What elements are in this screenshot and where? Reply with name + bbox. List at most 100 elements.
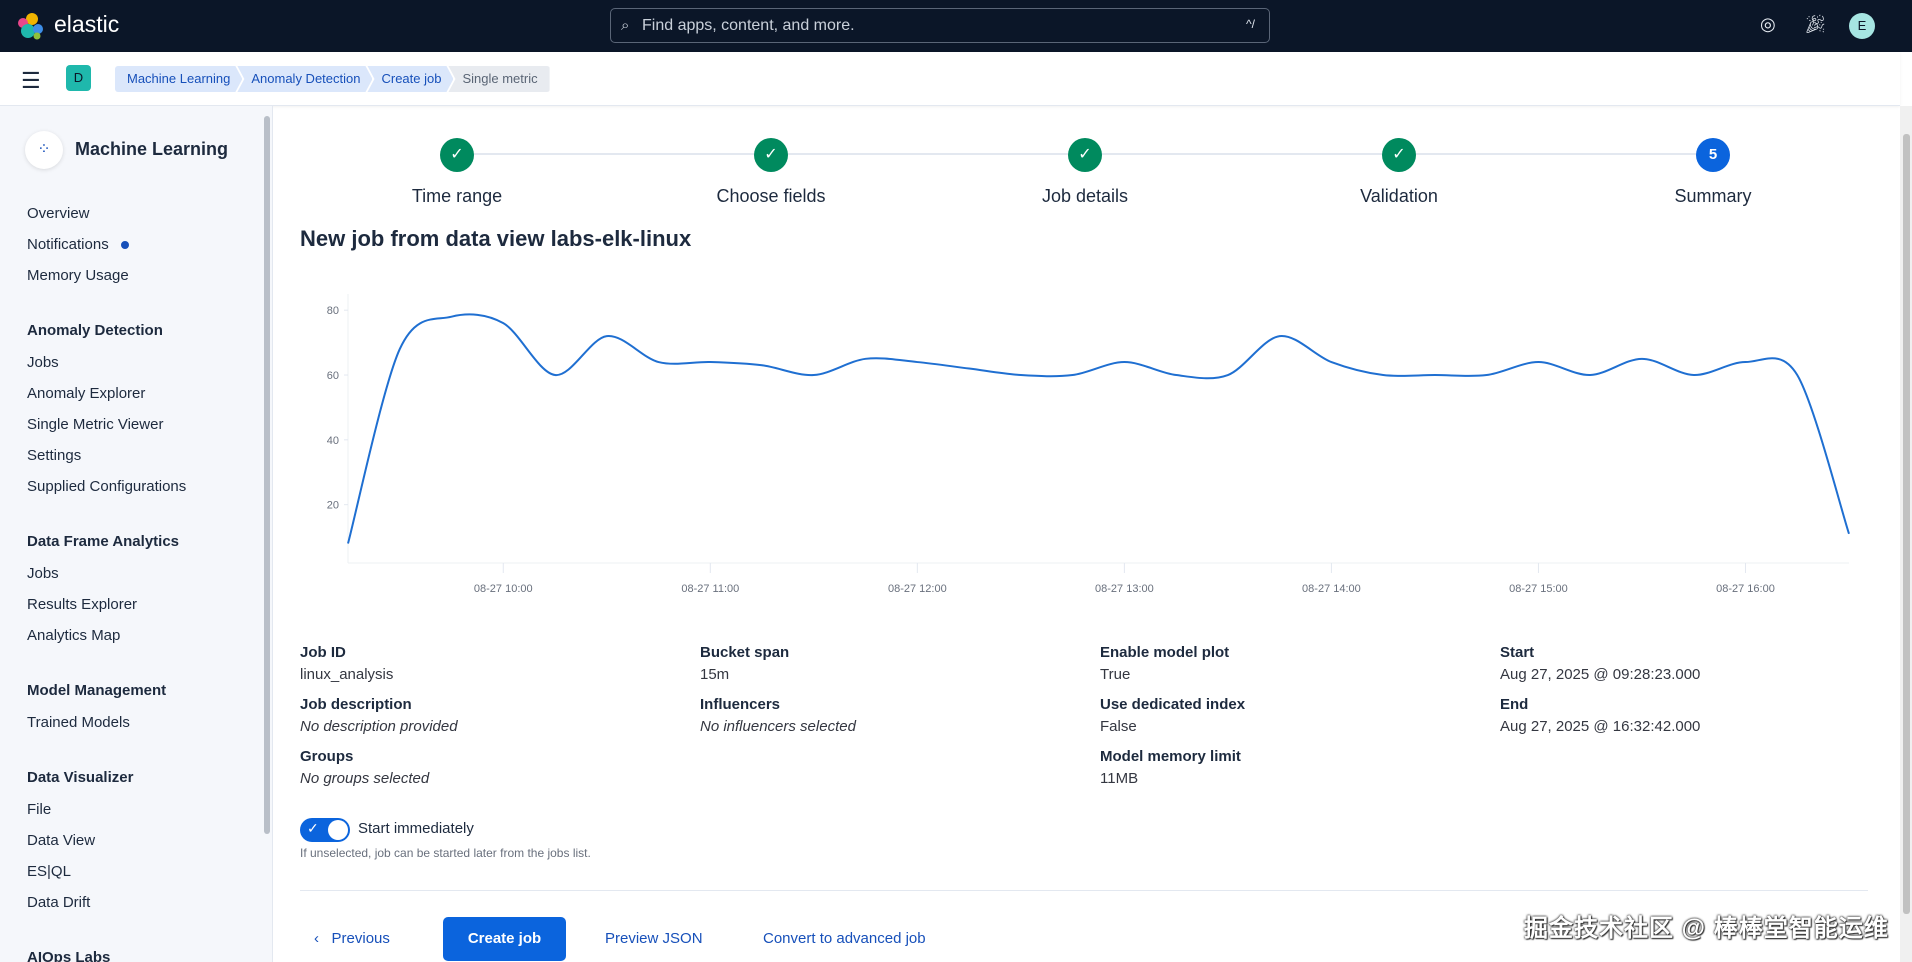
sidebar-item-notifications[interactable]: Notifications bbox=[27, 229, 257, 260]
sidebar-item-label: Notifications bbox=[27, 236, 109, 253]
summary-value: False bbox=[1100, 718, 1137, 735]
sidebar-item-file[interactable]: File bbox=[27, 801, 52, 818]
summary-field: Influencers No influencers selected bbox=[700, 696, 1080, 735]
step-choose-fields[interactable]: ✓ Choose fields bbox=[671, 138, 871, 207]
summary-value: No description provided bbox=[300, 718, 458, 735]
breadcrumb: Machine Learning Anomaly Detection Creat… bbox=[115, 66, 550, 92]
summary-value: linux_analysis bbox=[300, 666, 394, 683]
sidebar-item-results-explorer[interactable]: Results Explorer bbox=[27, 596, 138, 613]
sidebar-nav: Overview Notifications Memory Usage Anom… bbox=[27, 198, 257, 962]
summary-field: Enable model plot True bbox=[1100, 644, 1480, 683]
breadcrumb-machine-learning[interactable]: Machine Learning bbox=[115, 66, 242, 92]
chevron-left-icon: ‹ bbox=[314, 930, 319, 947]
toggle-knob bbox=[328, 820, 348, 840]
y-tick-label: 80 bbox=[327, 305, 339, 317]
summary-field: Job description No description provided bbox=[300, 696, 680, 735]
x-tick-label: 08-27 12:00 bbox=[888, 583, 947, 595]
y-tick-label: 20 bbox=[327, 500, 339, 512]
sidebar-item-analytics-map[interactable]: Analytics Map bbox=[27, 627, 121, 644]
convert-to-advanced-job-button[interactable]: Convert to advanced job bbox=[763, 930, 926, 947]
sidebar-item-settings[interactable]: Settings bbox=[27, 447, 82, 464]
summary-label: Bucket span bbox=[700, 644, 790, 661]
summary-field: Job ID linux_analysis bbox=[300, 644, 680, 683]
preview-json-button[interactable]: Preview JSON bbox=[605, 930, 703, 947]
search-shortcut: ^/ bbox=[1246, 17, 1255, 31]
x-tick-label: 08-27 14:00 bbox=[1302, 583, 1361, 595]
check-icon: ✓ bbox=[1068, 138, 1102, 172]
previous-button[interactable]: ‹ Previous bbox=[314, 917, 390, 961]
sidebar-item-jobs[interactable]: Jobs bbox=[27, 565, 59, 582]
whats-new-icon[interactable]: 🎉︎ bbox=[1804, 14, 1827, 34]
check-icon: ✓ bbox=[754, 138, 788, 172]
sidebar-item-supplied-configurations[interactable]: Supplied Configurations bbox=[27, 478, 187, 495]
x-tick-label: 08-27 16:00 bbox=[1716, 583, 1775, 595]
summary-label: Groups bbox=[300, 748, 354, 765]
step-label: Job details bbox=[1041, 186, 1129, 206]
step-label: Summary bbox=[1674, 186, 1752, 206]
start-immediately-help: If unselected, job can be started later … bbox=[300, 846, 591, 860]
page-scrollbar-thumb[interactable] bbox=[1903, 134, 1910, 914]
summary-value: 15m bbox=[700, 666, 730, 683]
summary-value: Aug 27, 2025 @ 16:32:42.000 bbox=[1500, 718, 1701, 735]
sidebar-title: Machine Learning bbox=[75, 139, 229, 159]
start-immediately-toggle[interactable]: ✓ bbox=[300, 818, 350, 842]
sidebar-group-heading: Data Frame Analytics bbox=[27, 533, 180, 550]
main-content: ✓ Time range ✓ Choose fields ✓ Job details … bbox=[274, 106, 1900, 962]
step-number: 5 bbox=[1696, 138, 1730, 172]
step-validation[interactable]: ✓ Validation bbox=[1299, 138, 1499, 207]
x-tick-label: 08-27 13:00 bbox=[1095, 583, 1154, 595]
global-search-input[interactable]: ⌕ Find apps, content, and more. ^/ bbox=[610, 8, 1270, 43]
sidebar-item-trained-models[interactable]: Trained Models bbox=[27, 714, 130, 731]
summary-label: End bbox=[1500, 696, 1529, 713]
summary-value: Aug 27, 2025 @ 09:28:23.000 bbox=[1500, 666, 1701, 683]
start-immediately-label[interactable]: Start immediately bbox=[358, 820, 474, 837]
sidebar-item-es-ql[interactable]: ES|QL bbox=[27, 863, 71, 880]
breadcrumb-create-job[interactable]: Create job bbox=[367, 66, 453, 92]
summary-label: Model memory limit bbox=[1100, 748, 1241, 765]
breadcrumb-bar: ☰ D Machine Learning Anomaly Detection C… bbox=[0, 52, 1900, 106]
sidebar-group-heading: AIOps Labs bbox=[27, 949, 111, 962]
check-icon: ✓ bbox=[307, 820, 319, 836]
step-time-range[interactable]: ✓ Time range bbox=[357, 138, 557, 207]
summary-value: 11MB bbox=[1100, 770, 1139, 787]
check-icon: ✓ bbox=[440, 138, 474, 172]
search-placeholder: Find apps, content, and more. bbox=[642, 17, 855, 34]
sidebar-item-anomaly-explorer[interactable]: Anomaly Explorer bbox=[27, 385, 146, 402]
elastic-logo-icon[interactable] bbox=[16, 12, 44, 40]
step-label: Choose fields bbox=[716, 186, 826, 206]
sidebar-item-memory-usage[interactable]: Memory Usage bbox=[27, 260, 257, 291]
space-avatar[interactable]: D bbox=[66, 65, 91, 91]
sidebar-item-label: Overview bbox=[27, 205, 90, 222]
summary-label: Job description bbox=[300, 696, 412, 713]
sidebar-group-heading: Data Visualizer bbox=[27, 769, 134, 786]
sidebar-item-data-drift[interactable]: Data Drift bbox=[27, 894, 91, 911]
page-scrollbar[interactable] bbox=[1900, 106, 1912, 962]
sidebar-item-overview[interactable]: Overview bbox=[27, 198, 257, 229]
top-header: elastic ⌕ Find apps, content, and more. … bbox=[0, 0, 1912, 52]
check-icon: ✓ bbox=[1382, 138, 1416, 172]
brand-name[interactable]: elastic bbox=[54, 11, 120, 37]
step-job-details[interactable]: ✓ Job details bbox=[985, 138, 1185, 207]
help-lifebuoy-icon[interactable]: ◎ bbox=[1760, 14, 1776, 34]
user-avatar[interactable]: E bbox=[1849, 13, 1875, 39]
sidebar-group-heading: Anomaly Detection bbox=[27, 322, 163, 339]
previous-label: Previous bbox=[331, 930, 390, 947]
summary-value: No groups selected bbox=[300, 770, 430, 787]
summary-label: Job ID bbox=[300, 644, 346, 661]
y-tick-label: 40 bbox=[327, 435, 339, 447]
summary-field: Use dedicated index False bbox=[1100, 696, 1480, 735]
sidebar: ⁘ Machine Learning Overview Notification… bbox=[0, 106, 273, 962]
divider bbox=[300, 890, 1868, 891]
breadcrumb-anomaly-detection[interactable]: Anomaly Detection bbox=[237, 66, 372, 92]
notification-dot-icon bbox=[120, 241, 129, 250]
search-icon: ⌕ bbox=[621, 17, 630, 34]
sidebar-item-jobs[interactable]: Jobs bbox=[27, 354, 59, 371]
sidebar-scrollbar[interactable] bbox=[264, 116, 270, 834]
x-tick-label: 08-27 11:00 bbox=[681, 583, 739, 595]
create-job-button[interactable]: Create job bbox=[443, 917, 566, 961]
menu-hamburger-icon[interactable]: ☰ bbox=[21, 68, 41, 93]
series-line bbox=[347, 313, 1850, 544]
sidebar-item-single-metric-viewer[interactable]: Single Metric Viewer bbox=[27, 416, 164, 433]
x-tick-label: 08-27 15:00 bbox=[1509, 583, 1568, 595]
sidebar-item-data-view[interactable]: Data View bbox=[27, 832, 96, 849]
